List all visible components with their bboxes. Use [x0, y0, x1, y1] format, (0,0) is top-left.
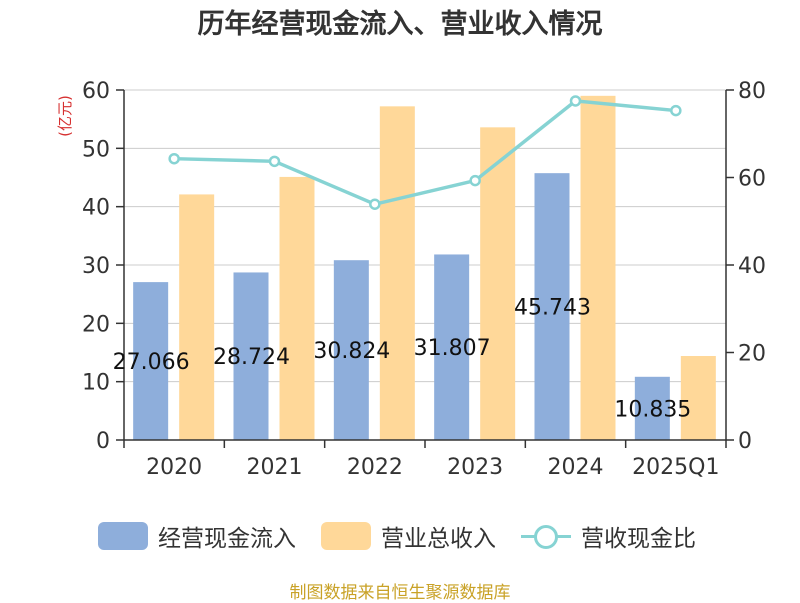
bar-revenue [580, 95, 616, 440]
ratio-point [670, 104, 682, 117]
ratio-point [569, 95, 582, 107]
axes: 0 10 20 30 40 50 60 0 20 40 60 80 (亿元) 2020 2021 2022 20… [56, 79, 766, 480]
ratio-point [469, 174, 481, 187]
bar-cash-inflow [233, 272, 269, 440]
source-note: 制图数据来自恒生聚源数据库 [289, 583, 511, 603]
legend-item-cash-inflow[interactable]: 经营现金流入 [98, 516, 296, 556]
x-tick-label: 2022 [347, 455, 403, 480]
left-tick-label: 10 [82, 371, 110, 396]
x-tick-label: 2025Q1 [632, 455, 719, 480]
x-tick-label: 2023 [447, 455, 503, 480]
ratio-point [268, 155, 281, 168]
left-tick-label: 40 [82, 196, 110, 221]
data-label-cash-inflow: 27.066 [113, 350, 190, 375]
bars [133, 95, 716, 440]
legend-label: 营收现金比 [581, 526, 696, 552]
data-label-cash-inflow: 45.743 [514, 296, 591, 321]
bar-cash-inflow [333, 260, 369, 440]
legend-item-revenue[interactable]: 营业总收入 [321, 516, 496, 556]
bar-revenue [279, 176, 315, 440]
bar-cash-inflow [534, 173, 570, 440]
bar-revenue [680, 356, 716, 440]
data-label-cash-inflow: 10.835 [614, 397, 691, 422]
legend-label: 营业总收入 [381, 526, 496, 552]
right-tick-label: 0 [738, 429, 752, 454]
ratio-line [168, 95, 682, 210]
x-tick-label: 2020 [146, 455, 202, 480]
data-label-cash-inflow: 28.724 [213, 345, 290, 370]
data-label-cash-inflow: 31.807 [414, 336, 491, 361]
left-tick-label: 30 [82, 254, 110, 279]
bar-revenue [179, 194, 215, 440]
legend-swatch-ratio [521, 522, 571, 550]
ratio-line-path [174, 99, 677, 207]
grid-lines [124, 89, 726, 383]
legend-swatch-revenue [321, 522, 371, 550]
right-tick-label: 80 [738, 79, 766, 104]
left-tick-label: 50 [82, 137, 110, 162]
left-tick-label: 0 [96, 429, 110, 454]
bar-cash-inflow [634, 376, 670, 440]
left-tick-label: 20 [82, 312, 110, 337]
bar-cash-inflow [434, 254, 470, 440]
right-tick-label: 20 [738, 342, 766, 367]
bar-cash-inflow [133, 282, 169, 440]
ratio-point [369, 198, 381, 210]
legend-item-ratio[interactable]: 营收现金比 [521, 516, 696, 556]
legend-swatch-cash-inflow [98, 522, 148, 550]
right-tick-label: 60 [738, 167, 766, 192]
x-tick-label: 2024 [548, 455, 604, 480]
legend: 经营现金流入 营业总收入 营收现金比 [0, 516, 800, 556]
data-label-cash-inflow: 30.824 [313, 339, 390, 364]
right-tick-label: 40 [738, 254, 766, 279]
chart-title: 历年经营现金流入、营业收入情况 [197, 9, 603, 40]
bar-revenue [379, 106, 415, 440]
x-tick-label: 2021 [247, 455, 303, 480]
ratio-point [168, 152, 180, 165]
left-axis-title: (亿元) [56, 95, 74, 137]
data-labels: 27.066 28.724 30.824 31.807 45.743 10.835 [113, 296, 692, 423]
legend-label: 经营现金流入 [158, 526, 296, 552]
bar-revenue [480, 127, 516, 440]
left-tick-label: 60 [82, 79, 110, 104]
